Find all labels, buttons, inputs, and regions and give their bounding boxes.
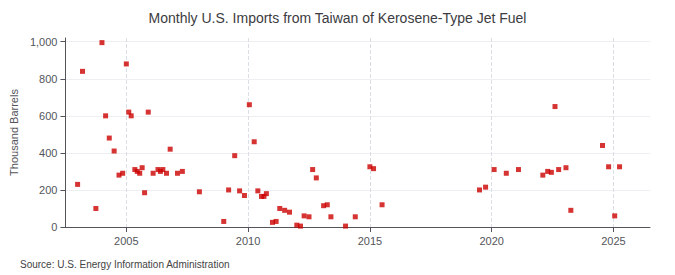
svg-text:400: 400 xyxy=(39,147,57,159)
svg-text:800: 800 xyxy=(39,73,57,85)
svg-text:2020: 2020 xyxy=(479,235,503,247)
svg-text:2005: 2005 xyxy=(114,235,138,247)
svg-text:0: 0 xyxy=(51,221,57,233)
svg-text:1,000: 1,000 xyxy=(30,36,58,48)
svg-text:200: 200 xyxy=(39,184,57,196)
svg-text:2025: 2025 xyxy=(601,235,625,247)
svg-text:Thousand Barrels: Thousand Barrels xyxy=(8,89,20,176)
svg-text:Monthly U.S. Imports from Taiw: Monthly U.S. Imports from Taiwan of Kero… xyxy=(149,10,527,26)
svg-text:2010: 2010 xyxy=(236,235,260,247)
svg-text:Source: U.S. Energy Informatio: Source: U.S. Energy Information Administ… xyxy=(20,259,230,270)
svg-text:600: 600 xyxy=(39,110,57,122)
svg-text:2015: 2015 xyxy=(358,235,382,247)
